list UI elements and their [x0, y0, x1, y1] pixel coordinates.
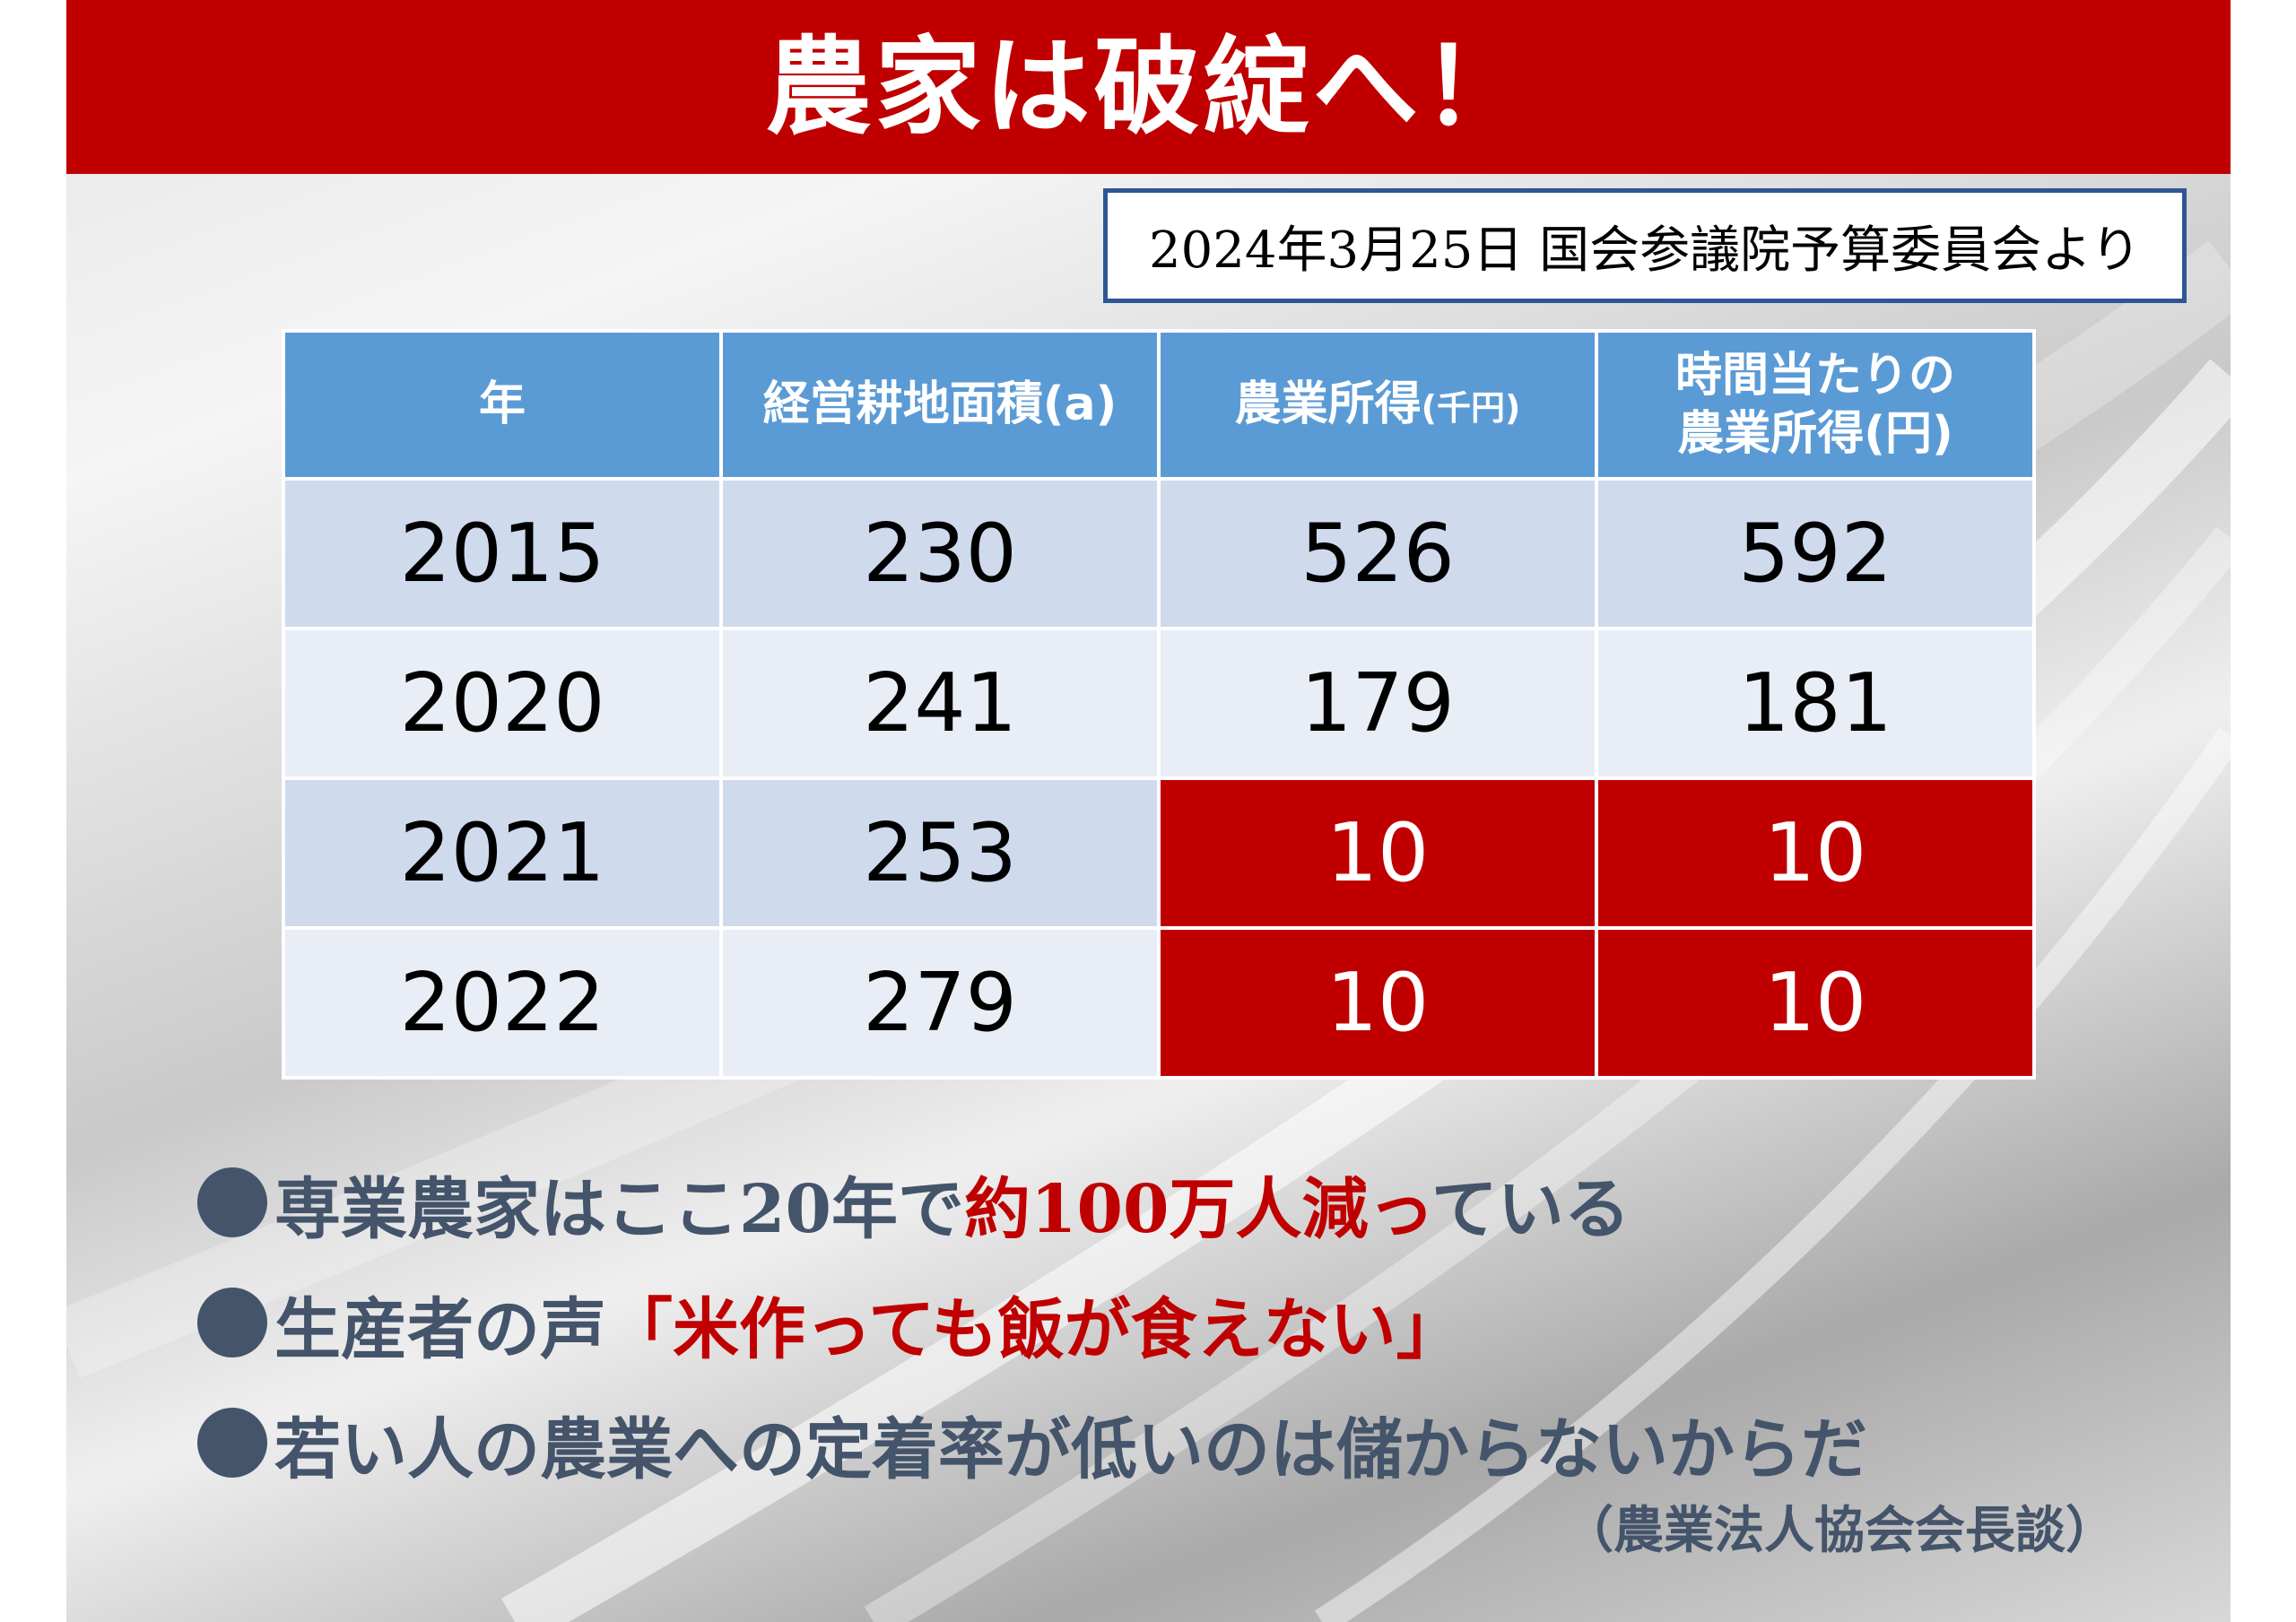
table-row: 2020 241 179 181 — [282, 627, 2036, 780]
bullet-2-prefix: 生産者の声 — [274, 1291, 606, 1368]
cell-year: 2015 — [282, 477, 723, 630]
slide: 農家は破綻へ！ 2024年3月25日 国会参議院予算委員会より 年 経営耕地面積… — [66, 0, 2231, 1622]
attribution: （農業法人協会会長談） — [1563, 1501, 2116, 1560]
header-hourly: 時間当たりの 農業所得(円) — [1595, 329, 2036, 481]
bullet-dot-icon — [197, 1288, 267, 1357]
cell-hourly: 592 — [1595, 477, 2036, 630]
bullet-dot-icon — [197, 1408, 267, 1478]
bullet-item: 若い人の農業への定着率が低いのは儲からないからだ — [197, 1390, 1867, 1510]
bullet-2-highlight: 「米作っても飯が食えない」 — [606, 1291, 1463, 1368]
cell-hourly: 181 — [1595, 627, 2036, 780]
bullet-1-highlight: 約100万人減っ — [963, 1171, 1431, 1248]
cell-income-alert: 10 — [1157, 926, 1598, 1080]
header-hourly-line2: 農業所得(円) — [1677, 406, 1953, 461]
header-hourly-line1: 時間当たりの — [1674, 348, 1955, 403]
cell-income-alert: 10 — [1157, 776, 1598, 930]
cell-year: 2020 — [282, 627, 723, 780]
bullet-1-suffix: ている — [1431, 1171, 1631, 1248]
table-row: 2015 230 526 592 — [282, 477, 2036, 630]
bullet-item: 専業農家はここ20年で約100万人減っている — [197, 1149, 1867, 1270]
title-bar: 農家は破綻へ！ — [66, 0, 2231, 174]
cell-income: 179 — [1157, 627, 1598, 780]
header-area: 経営耕地面積(a) — [719, 329, 1161, 481]
bullet-1-prefix: 専業農家はここ20年で — [274, 1171, 964, 1248]
cell-area: 241 — [719, 627, 1161, 780]
cell-year: 2022 — [282, 926, 723, 1080]
cell-area: 230 — [719, 477, 1161, 630]
cell-area: 253 — [719, 776, 1161, 930]
cell-income: 526 — [1157, 477, 1598, 630]
table-row: 2021 253 10 10 — [282, 776, 2036, 930]
bullet-3-text: 若い人の農業への定着率が低いのは儲からないからだ — [274, 1411, 1867, 1488]
table-header-row: 年 経営耕地面積(a) 農業所得(千円) 時間当たりの 農業所得(円) — [282, 329, 2036, 481]
table-row: 2022 279 10 10 — [282, 926, 2036, 1080]
header-income: 農業所得(千円) — [1157, 329, 1598, 481]
cell-area: 279 — [719, 926, 1161, 1080]
page-title: 農家は破綻へ！ — [765, 24, 1532, 149]
cell-year: 2021 — [282, 776, 723, 930]
header-year: 年 — [282, 329, 723, 481]
cell-hourly-alert: 10 — [1595, 926, 2036, 1080]
cell-hourly-alert: 10 — [1595, 776, 2036, 930]
header-income-unit: (千円) — [1421, 388, 1521, 428]
header-income-label: 農業所得 — [1234, 377, 1422, 431]
bullet-item: 生産者の声「米作っても飯が食えない」 — [197, 1270, 1867, 1390]
source-note: 2024年3月25日 国会参議院予算委員会より — [1103, 188, 2187, 303]
bullet-list: 専業農家はここ20年で約100万人減っている 生産者の声「米作っても飯が食えない… — [197, 1149, 1867, 1510]
bullet-dot-icon — [197, 1167, 267, 1237]
income-table: 年 経営耕地面積(a) 農業所得(千円) 時間当たりの 農業所得(円) 2015 … — [282, 329, 2036, 1080]
